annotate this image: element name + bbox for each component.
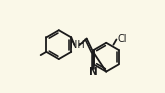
Text: N: N bbox=[89, 67, 98, 77]
Text: Cl: Cl bbox=[117, 35, 127, 44]
Text: NH: NH bbox=[69, 40, 84, 50]
